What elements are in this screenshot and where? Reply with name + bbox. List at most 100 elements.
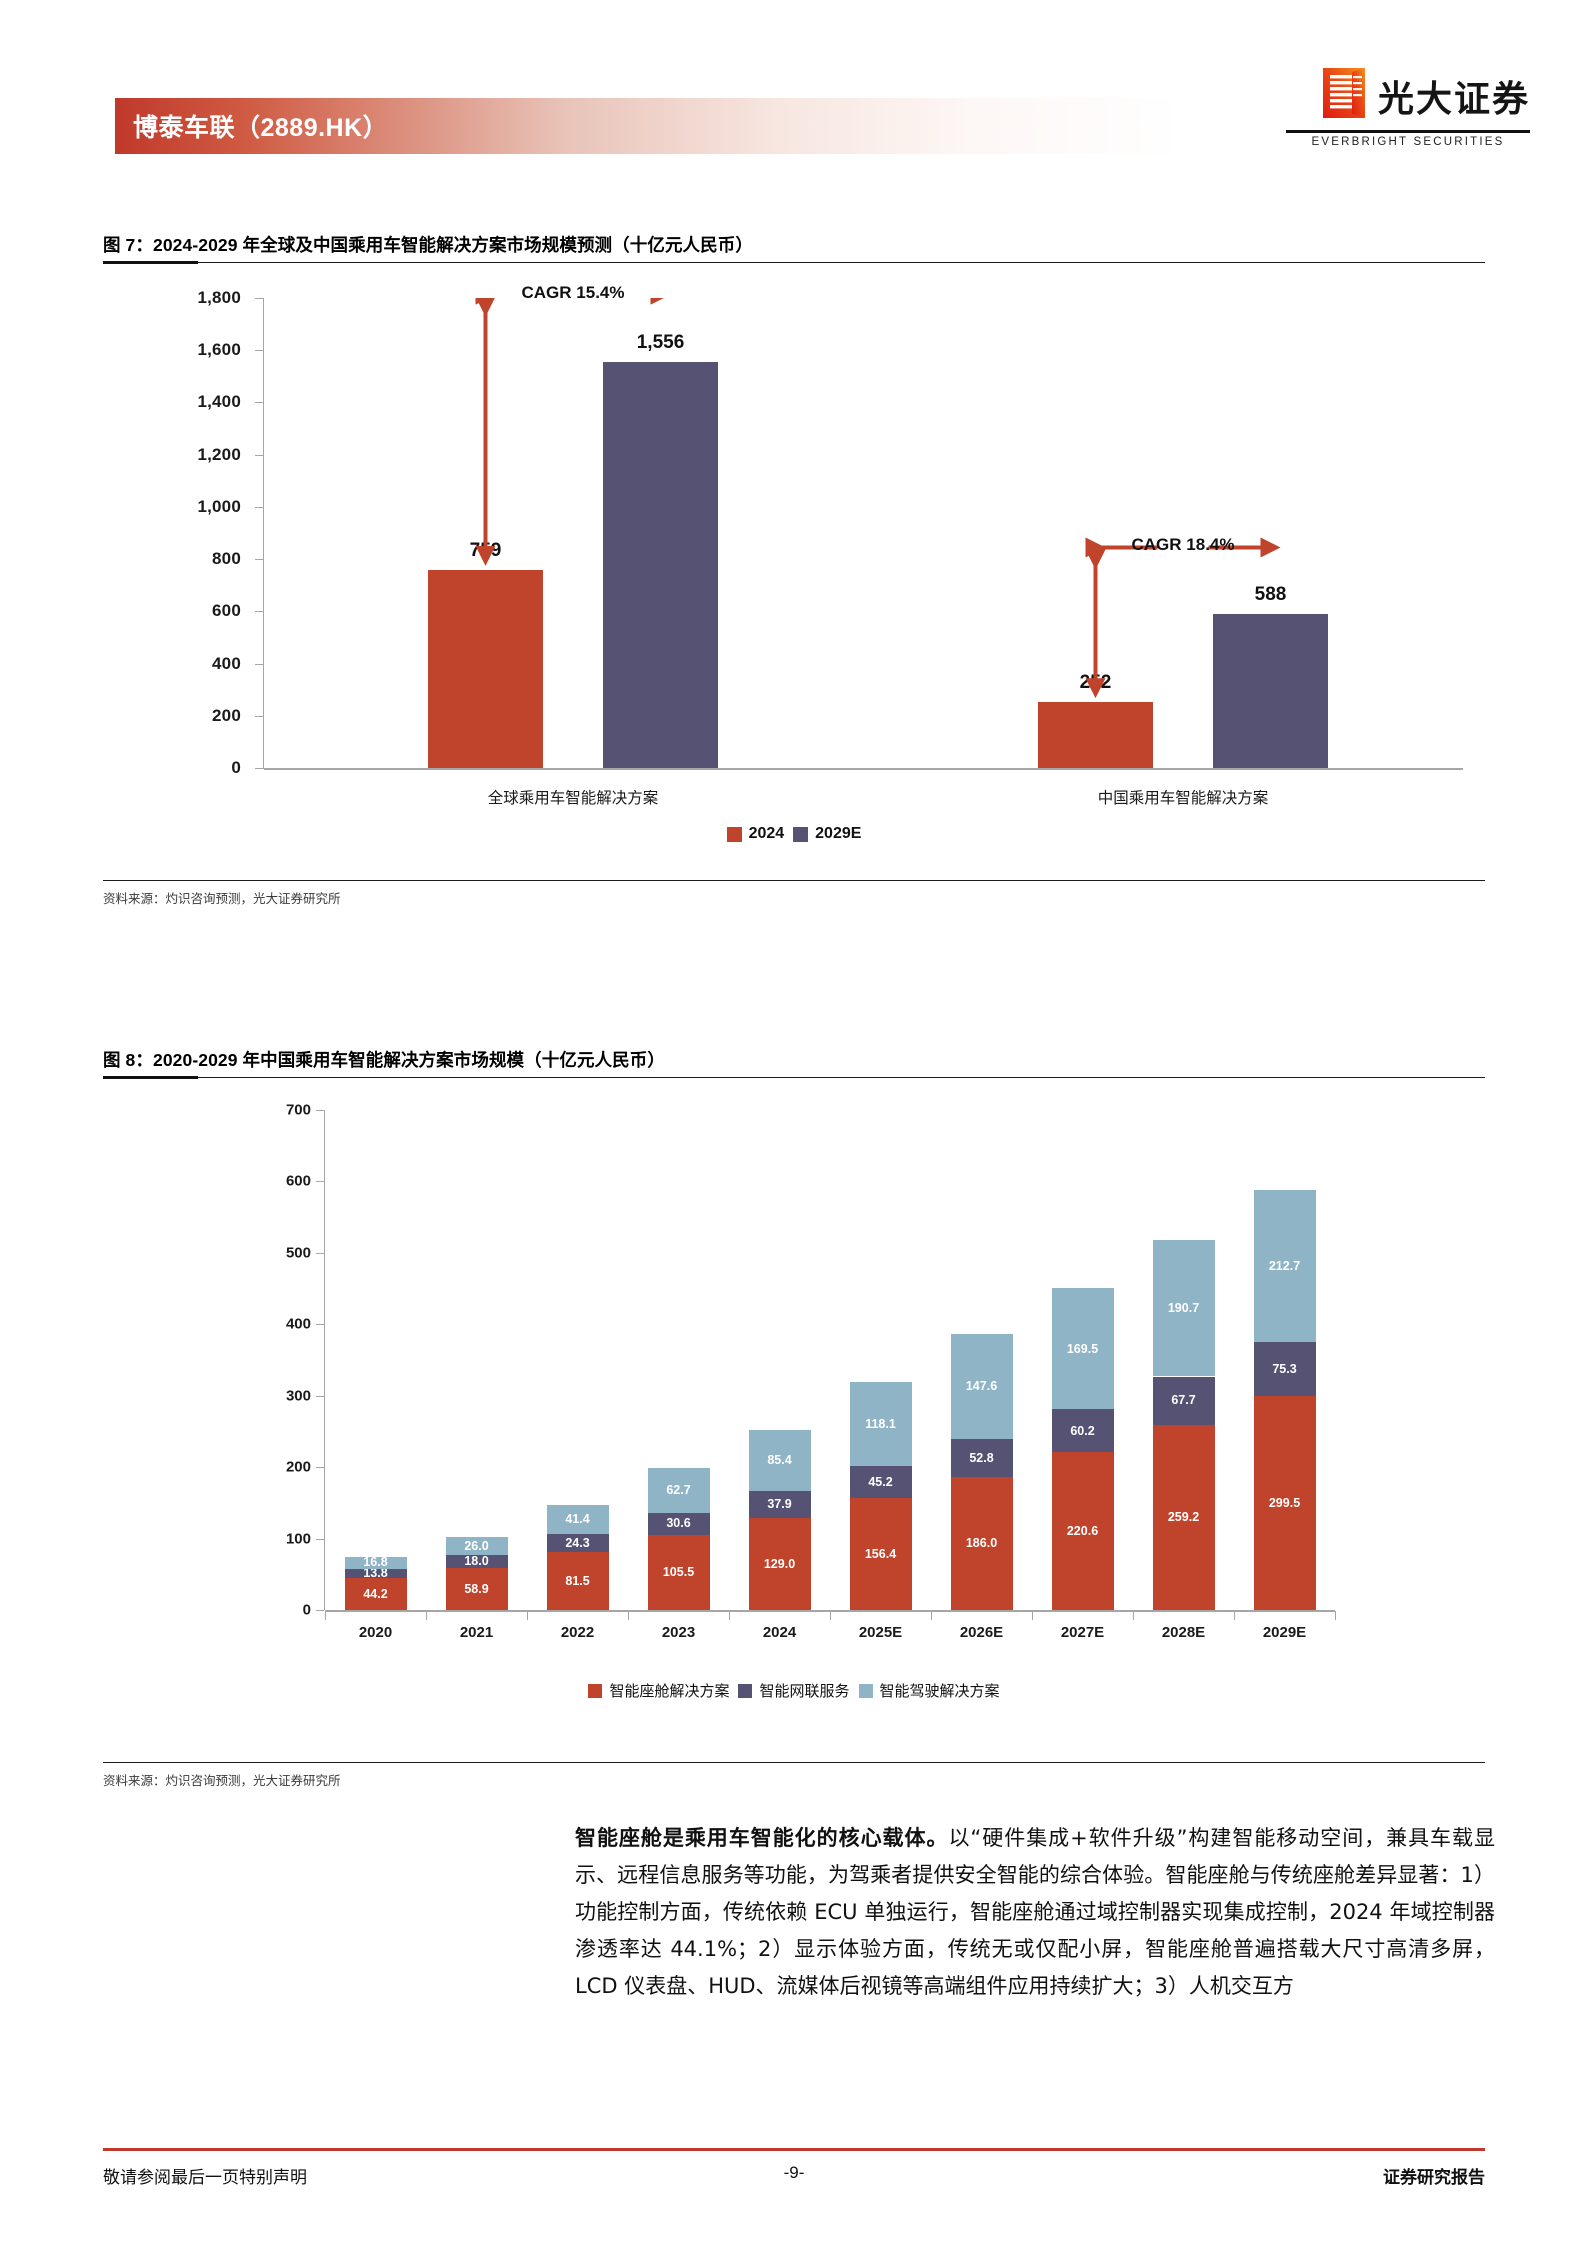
figure8-stack-segment: 37.9	[748, 1490, 811, 1518]
footer-rule	[103, 2148, 1485, 2151]
figure8-stack-segment: 75.3	[1253, 1342, 1316, 1397]
figure7-legend-label: 2024	[748, 825, 785, 842]
figure8-y-tick	[316, 1538, 324, 1540]
figure8-stack-segment: 13.8	[344, 1568, 407, 1579]
figure7-legend-swatch	[726, 826, 742, 842]
figure8-y-tick-label: 400	[285, 1315, 311, 1333]
figure7-y-tick	[255, 715, 264, 717]
figure8-y-tick-label: 600	[285, 1172, 311, 1190]
figure7-y-axis-line	[263, 298, 264, 768]
figure8-x-tick	[729, 1611, 730, 1620]
figure8-x-tick	[1234, 1611, 1235, 1620]
figure8-stack-segment: 26.0	[445, 1536, 508, 1556]
figure8-stack-segment: 58.9	[445, 1567, 508, 1610]
figure8-x-tick	[931, 1611, 932, 1620]
figure7-bar-value-label: 1,556	[636, 331, 685, 353]
figure8-stack-segment: 212.7	[1253, 1190, 1316, 1343]
figure7-title-rule	[103, 262, 1485, 263]
page-title: 博泰车联（2889.HK）	[133, 114, 389, 142]
figure7-y-tick	[255, 350, 264, 352]
figure8-stack-segment: 169.5	[1051, 1288, 1114, 1410]
figure8-category-label: 2020	[358, 1624, 393, 1641]
figure8-stack-segment: 52.8	[950, 1439, 1013, 1478]
figure8-stack-segment: 60.2	[1051, 1409, 1114, 1453]
figure8-category-label: 2028E	[1161, 1624, 1206, 1641]
figure8-y-tick	[316, 1181, 324, 1183]
figure8-source: 资料来源：灼识咨询预测，光大证券研究所	[103, 1774, 341, 1788]
body-rest: 以“硬件集成+软件升级”构建智能移动空间，兼具车载显示、远程信息服务等功能，为驾…	[575, 1826, 1495, 1998]
figure8-stack-segment: 45.2	[849, 1466, 912, 1499]
figure7-title-rule-accent	[103, 261, 198, 264]
figure7-bar-value-label: 759	[469, 539, 502, 561]
figure8-title-rule	[103, 1077, 1485, 1078]
figure8-legend-item: 智能座舱解决方案	[588, 1680, 729, 1701]
figure8-stack-segment: 24.3	[546, 1534, 609, 1552]
figure8-category-label: 2027E	[1060, 1624, 1105, 1641]
figure8-x-axis-line	[325, 1610, 1335, 1612]
figure7-y-tick	[255, 768, 264, 769]
figure8-stack-segment: 118.1	[849, 1381, 912, 1466]
figure8-legend: 智能座舱解决方案 智能网联服务 智能驾驶解决方案	[103, 1680, 1485, 1701]
body-paragraph: 智能座舱是乘用车智能化的核心载体。以“硬件集成+软件升级”构建智能移动空间，兼具…	[575, 1820, 1495, 2005]
figure7-legend-item: 2029E	[793, 825, 861, 843]
figure7-source: 资料来源：灼识咨询预测，光大证券研究所	[103, 892, 341, 906]
figure8-y-tick-label: 500	[285, 1244, 311, 1262]
figure7-y-tick-label: 1,400	[197, 392, 241, 412]
figure8-y-axis-line	[324, 1110, 325, 1610]
figure8-y-tick	[316, 1610, 324, 1611]
figure8-x-tick	[325, 1611, 326, 1620]
body-lead: 智能座舱是乘用车智能化的核心载体。	[575, 1826, 949, 1850]
figure8-category-label: 2025E	[858, 1624, 903, 1641]
figure8-stack-segment: 129.0	[748, 1517, 811, 1610]
figure7-y-tick	[255, 663, 264, 665]
figure8-stack-segment: 30.6	[647, 1512, 710, 1535]
figure7-legend-label: 2029E	[815, 825, 862, 842]
figure8-source-rule	[103, 1762, 1485, 1763]
footer-report-label: 证券研究报告	[1383, 2168, 1485, 2187]
figure7-y-tick-label: 1,800	[197, 288, 241, 307]
figure8-y-tick	[316, 1395, 324, 1397]
figure7-y-tick-label: 400	[212, 653, 241, 673]
figure8-stack-segment: 16.8	[344, 1556, 407, 1569]
figure7-source-rule	[103, 880, 1485, 881]
figure8-category-label: 2024	[762, 1624, 797, 1641]
figure8-x-tick	[1335, 1611, 1336, 1620]
figure7-y-tick-label: 1,600	[197, 340, 241, 360]
figure8-category-label: 2023	[661, 1624, 696, 1641]
figure8-stack-segment: 81.5	[546, 1551, 609, 1610]
figure8-y-tick-label: 200	[285, 1458, 311, 1476]
figure7-y-tick	[255, 611, 264, 613]
figure8-stack-segment: 105.5	[647, 1534, 710, 1610]
figure8-category-label: 2021	[459, 1624, 494, 1641]
figure7-category-label: 全球乘用车智能解决方案	[487, 790, 659, 807]
figure7-y-tick	[255, 402, 264, 404]
figure8-y-tick-label: 700	[285, 1101, 311, 1119]
figure8-stack-segment: 186.0	[950, 1477, 1013, 1610]
figure7-x-axis-line	[264, 768, 1463, 770]
figure8-legend-label: 智能座舱解决方案	[609, 1683, 730, 1700]
figure8-stack-segment: 85.4	[748, 1429, 811, 1491]
figure8-y-tick	[316, 1110, 324, 1111]
figure8-legend-item: 智能驾驶解决方案	[858, 1680, 1000, 1701]
figure8-stack-segment: 190.7	[1152, 1240, 1215, 1377]
figure8-chart: 0 100 200 300 400 500 600 700 44.2 13.8 16.8 2020 5…	[103, 1090, 1485, 1740]
figure7-y-tick-label: 600	[212, 601, 241, 621]
figure7-y-tick-label: 1,200	[197, 444, 241, 464]
figure8-category-label: 2026E	[959, 1624, 1004, 1641]
figure8-title: 图 8：2020-2029 年中国乘用车智能解决方案市场规模（十亿元人民币）	[103, 1050, 665, 1070]
figure7-y-tick-label: 0	[231, 758, 241, 777]
figure8-y-tick-label: 100	[285, 1530, 311, 1548]
figure7-bar	[1213, 614, 1328, 768]
figure8-stack-segment: 67.7	[1152, 1376, 1215, 1425]
figure7-title: 图 7：2024-2029 年全球及中国乘用车智能解决方案市场规模预测（十亿元人…	[103, 235, 753, 255]
figure8-legend-label: 智能网联服务	[759, 1683, 850, 1700]
figure8-legend-swatch	[858, 1683, 873, 1698]
figure7-bar	[428, 569, 543, 768]
figure7-bar	[1038, 702, 1153, 768]
figure8-x-tick	[628, 1611, 629, 1620]
figure7-bar-value-label: 252	[1079, 672, 1112, 694]
figure7-category-label: 中国乘用车智能解决方案	[1097, 790, 1269, 807]
figure7-y-axis-labels: 0 200 400 600 800 1,000 1,200 1,400 1,600 1,800	[103, 288, 255, 777]
figure8-stack-segment: 44.2	[344, 1578, 407, 1610]
figure7-y-tick	[255, 559, 264, 561]
